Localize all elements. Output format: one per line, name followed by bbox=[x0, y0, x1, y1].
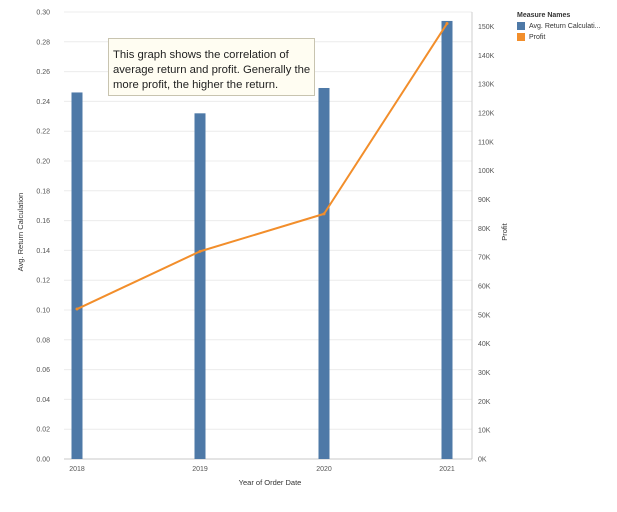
right-tick-label: 100K bbox=[478, 168, 495, 175]
legend-swatch-avg-return bbox=[517, 22, 525, 30]
left-tick-label: 0.16 bbox=[36, 218, 50, 225]
profit-point-2020[interactable] bbox=[322, 212, 326, 216]
profit-point-2021[interactable] bbox=[445, 22, 449, 26]
legend-label-profit: Profit bbox=[529, 33, 546, 41]
left-tick-label: 0.12 bbox=[36, 278, 50, 285]
profit-line-layer bbox=[75, 22, 449, 311]
left-tick-label: 0.08 bbox=[36, 337, 50, 344]
left-tick-label: 0.06 bbox=[36, 367, 50, 374]
x-tick-label: 2021 bbox=[439, 466, 455, 473]
right-tick-label: 40K bbox=[478, 341, 491, 348]
right-tick-label: 110K bbox=[478, 139, 494, 146]
right-tick-label: 0K bbox=[478, 457, 487, 464]
right-tick-label: 20K bbox=[478, 399, 491, 406]
x-tick-label: 2019 bbox=[192, 466, 208, 473]
annotation-box: This graph shows the correlation of aver… bbox=[108, 38, 315, 97]
left-tick-label: 0.00 bbox=[36, 457, 50, 464]
bars bbox=[71, 20, 453, 460]
legend-item-profit[interactable]: Profit bbox=[517, 33, 615, 41]
left-tick-label: 0.20 bbox=[36, 159, 50, 166]
right-tick-label: 120K bbox=[478, 110, 495, 117]
right-tick-label: 90K bbox=[478, 197, 491, 204]
left-tick-label: 0.22 bbox=[36, 129, 50, 136]
left-tick-label: 0.30 bbox=[36, 10, 50, 17]
right-tick-label: 30K bbox=[478, 370, 491, 377]
left-tick-label: 0.18 bbox=[36, 188, 50, 195]
right-tick-label: 60K bbox=[478, 283, 491, 290]
left-tick-label: 0.04 bbox=[36, 397, 50, 404]
profit-point-2019[interactable] bbox=[198, 249, 202, 253]
legend-item-avg-return[interactable]: Avg. Return Calculati... bbox=[517, 22, 615, 30]
left-tick-label: 0.28 bbox=[36, 39, 50, 46]
left-axis-title: Avg. Return Calculation bbox=[16, 193, 25, 272]
left-tick-label: 0.10 bbox=[36, 308, 50, 315]
x-axis-title: Year of Order Date bbox=[239, 478, 302, 487]
right-tick-label: 130K bbox=[478, 82, 495, 89]
profit-point-2018[interactable] bbox=[75, 307, 79, 311]
right-tick-label: 80K bbox=[478, 226, 491, 233]
right-tick-label: 140K bbox=[478, 53, 495, 60]
right-tick-label: 10K bbox=[478, 428, 491, 435]
right-axis-title: Profit bbox=[500, 222, 509, 240]
right-tick-label: 70K bbox=[478, 255, 491, 262]
legend-swatch-profit bbox=[517, 33, 525, 41]
left-tick-label: 0.02 bbox=[36, 427, 50, 434]
right-axis-ticks: 0K 10K 20K 30K 40K 50K 60K 70K 80K 90K 100K 110K 120… bbox=[478, 24, 495, 464]
x-tick-label: 2018 bbox=[69, 466, 85, 473]
bar-2021[interactable] bbox=[441, 20, 453, 459]
legend-label-avg-return: Avg. Return Calculati... bbox=[529, 22, 601, 30]
left-tick-label: 0.24 bbox=[36, 99, 50, 106]
left-tick-label: 0.26 bbox=[36, 69, 50, 76]
profit-line[interactable] bbox=[76, 22, 448, 310]
legend-title: Measure Names bbox=[517, 12, 571, 19]
right-tick-label: 50K bbox=[478, 312, 491, 319]
left-axis-ticks: 0.00 0.02 0.04 0.06 0.08 0.10 0.12 0.14 0.16 0.18… bbox=[36, 10, 50, 464]
left-tick-label: 0.14 bbox=[36, 248, 50, 255]
bar-2020[interactable] bbox=[318, 87, 330, 460]
right-tick-label: 150K bbox=[478, 24, 495, 31]
x-tick-label: 2020 bbox=[316, 466, 332, 473]
bar-2019[interactable] bbox=[194, 113, 206, 459]
bar-2018[interactable] bbox=[71, 92, 83, 460]
x-axis-ticks: 2018 2019 2020 2021 bbox=[69, 466, 455, 473]
legend: Measure Names Avg. Return Calculati... P… bbox=[517, 12, 615, 44]
